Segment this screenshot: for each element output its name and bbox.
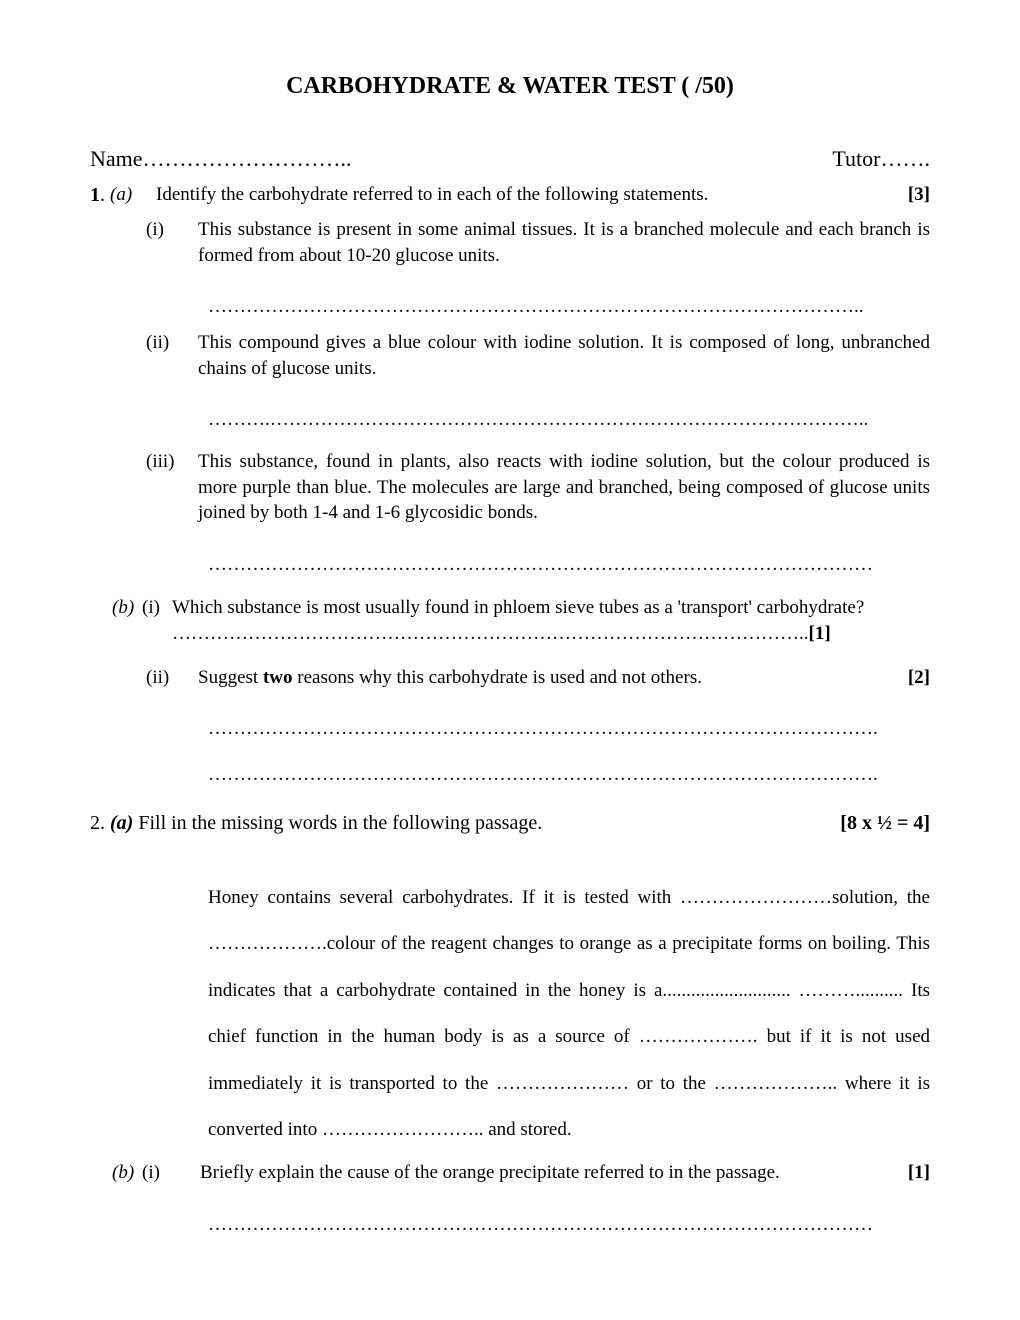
q1a-iii-text: This substance, found in plants, also re… (198, 449, 930, 526)
q1b-i: (b) (i) Which substance is most usually … (112, 595, 930, 646)
q2b-i-marks: [1] (908, 1160, 930, 1186)
q1a-text: Identify the carbohydrate referred to in… (156, 184, 708, 205)
q1a-intro: 1. (a) Identify the carbohydrate referre… (90, 182, 930, 209)
name-field[interactable]: Name……………………….. (90, 144, 352, 174)
q1a-iii-label: (iii) (146, 449, 198, 526)
q1a-i: (i) This substance is present in some an… (146, 217, 930, 268)
q1b-ii-marks: [2] (908, 665, 930, 691)
q1b-label: (b) (112, 595, 142, 646)
q1b-ii: (ii) Suggest two reasons why this carboh… (146, 665, 930, 691)
q2-number: 2. (90, 812, 105, 834)
q1b-i-marks: [1] (809, 623, 831, 644)
q2b-i-text: Briefly explain the cause of the orange … (200, 1162, 780, 1183)
q1a-i-label: (i) (146, 217, 198, 268)
tutor-field[interactable]: Tutor……. (832, 144, 930, 174)
q1b-ii-text-bold: two (263, 667, 293, 688)
q1a-ii-answer-line[interactable]: ……….………………………………………………………………………………….. (208, 407, 930, 433)
q1a-iii: (iii) This substance, found in plants, a… (146, 449, 930, 526)
q1a-i-answer-line[interactable]: ………………………………………………………………………………………….. (208, 294, 930, 320)
q1a-ii: (ii) This compound gives a blue colour w… (146, 330, 930, 381)
q1b-i-label: (i) (142, 595, 172, 646)
q1b-ii-label: (ii) (146, 665, 198, 691)
q1a-ii-label: (ii) (146, 330, 198, 381)
q1b-i-text: Which substance is most usually found in… (172, 597, 864, 618)
q1b-i-answer-line[interactable]: ……………………………………………………………………………………….. (172, 623, 809, 644)
q1a-marks: [3] (908, 182, 930, 208)
q1-number: 1 (90, 184, 100, 206)
q2b-i: (b) (i) Briefly explain the cause of the… (112, 1160, 930, 1186)
q2b-i-answer-line[interactable]: …………………………………………………………………………………………… (208, 1212, 930, 1238)
q2a-marks: [8 x ½ = 4] (840, 810, 930, 837)
q2a-intro: 2. (a) Fill in the missing words in the … (90, 810, 930, 837)
q1b-ii-answer-line2[interactable]: ……………………………………………………………………………………………. (208, 762, 930, 788)
q1a-ii-text: This compound gives a blue colour with i… (198, 330, 930, 381)
page-title: CARBOHYDRATE & WATER TEST ( /50) (90, 70, 930, 102)
q2b-i-label: (i) (142, 1160, 200, 1186)
q2a-label: (a) (110, 812, 133, 834)
q1a-label: (a) (110, 184, 132, 205)
q1a-i-text: This substance is present in some animal… (198, 217, 930, 268)
q2a-passage[interactable]: Honey contains several carbohydrates. If… (208, 875, 930, 1154)
q1b-ii-text-pre: Suggest (198, 667, 263, 688)
q1b-ii-answer-line1[interactable]: ……………………………………………………………………………………………. (208, 716, 930, 742)
q2a-text: Fill in the missing words in the followi… (133, 812, 542, 834)
q2b-label: (b) (112, 1160, 142, 1186)
name-tutor-row: Name……………………….. Tutor……. (90, 144, 930, 174)
q1b-ii-text-post: reasons why this carbohydrate is used an… (293, 667, 702, 688)
q1a-iii-answer-line[interactable]: …………………………………………………………………………………………… (208, 552, 930, 578)
